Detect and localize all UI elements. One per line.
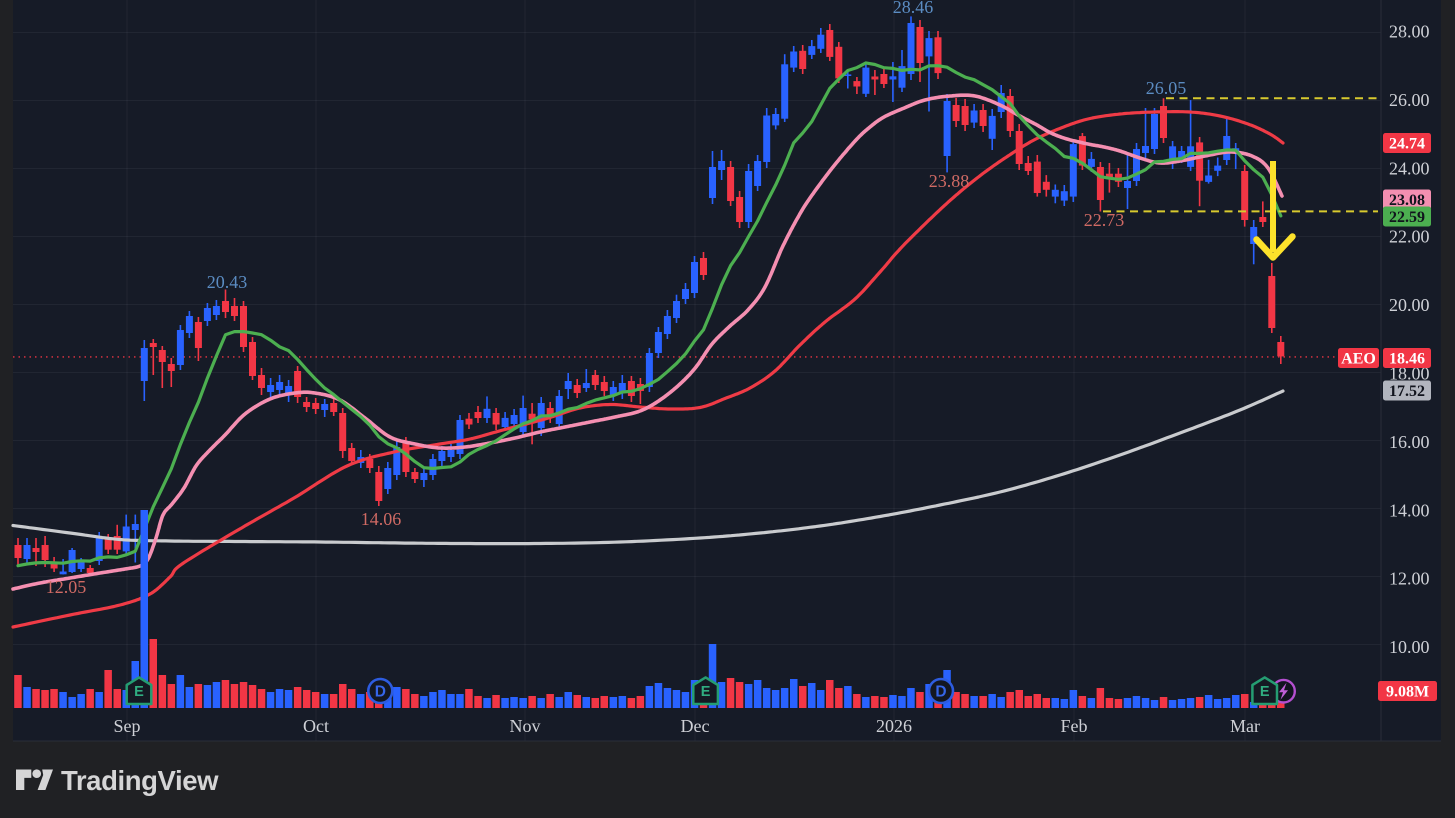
svg-text:17.52: 17.52 (1389, 383, 1425, 400)
svg-text:26.00: 26.00 (1389, 90, 1430, 110)
svg-text:10.00: 10.00 (1389, 637, 1430, 657)
svg-text:26.05: 26.05 (1146, 78, 1187, 98)
svg-text:Dec: Dec (681, 716, 710, 736)
svg-text:23.88: 23.88 (929, 171, 970, 191)
svg-text:16.00: 16.00 (1389, 432, 1430, 452)
svg-text:22.00: 22.00 (1389, 227, 1430, 247)
svg-text:D: D (935, 684, 946, 701)
svg-text:TradingView: TradingView (61, 765, 219, 796)
svg-text:20.00: 20.00 (1389, 295, 1430, 315)
svg-text:23.08: 23.08 (1389, 192, 1425, 209)
svg-text:E: E (701, 684, 711, 700)
svg-text:22.73: 22.73 (1084, 210, 1125, 230)
svg-text:Sep: Sep (114, 716, 141, 736)
svg-text:Mar: Mar (1230, 716, 1260, 736)
svg-text:12.00: 12.00 (1389, 569, 1430, 589)
svg-text:Nov: Nov (510, 716, 541, 736)
svg-text:14.00: 14.00 (1389, 500, 1430, 520)
svg-text:20.43: 20.43 (207, 272, 248, 292)
svg-text:9.08M: 9.08M (1386, 684, 1429, 701)
svg-text:22.59: 22.59 (1389, 209, 1425, 226)
svg-text:E: E (134, 684, 144, 700)
svg-text:24.74: 24.74 (1389, 136, 1425, 153)
svg-text:14.06: 14.06 (361, 509, 402, 529)
svg-text:18.46: 18.46 (1389, 351, 1425, 368)
svg-text:D: D (375, 684, 386, 701)
svg-text:28.00: 28.00 (1389, 22, 1430, 42)
svg-text:E: E (1260, 684, 1270, 700)
svg-text:AEO: AEO (1341, 351, 1376, 368)
svg-text:Oct: Oct (303, 716, 329, 736)
svg-text:12.05: 12.05 (46, 577, 87, 597)
svg-text:18.00: 18.00 (1389, 364, 1430, 384)
svg-text:Feb: Feb (1061, 716, 1088, 736)
svg-text:2026: 2026 (876, 716, 912, 736)
svg-text:24.00: 24.00 (1389, 158, 1430, 178)
svg-text:28.46: 28.46 (893, 0, 934, 17)
